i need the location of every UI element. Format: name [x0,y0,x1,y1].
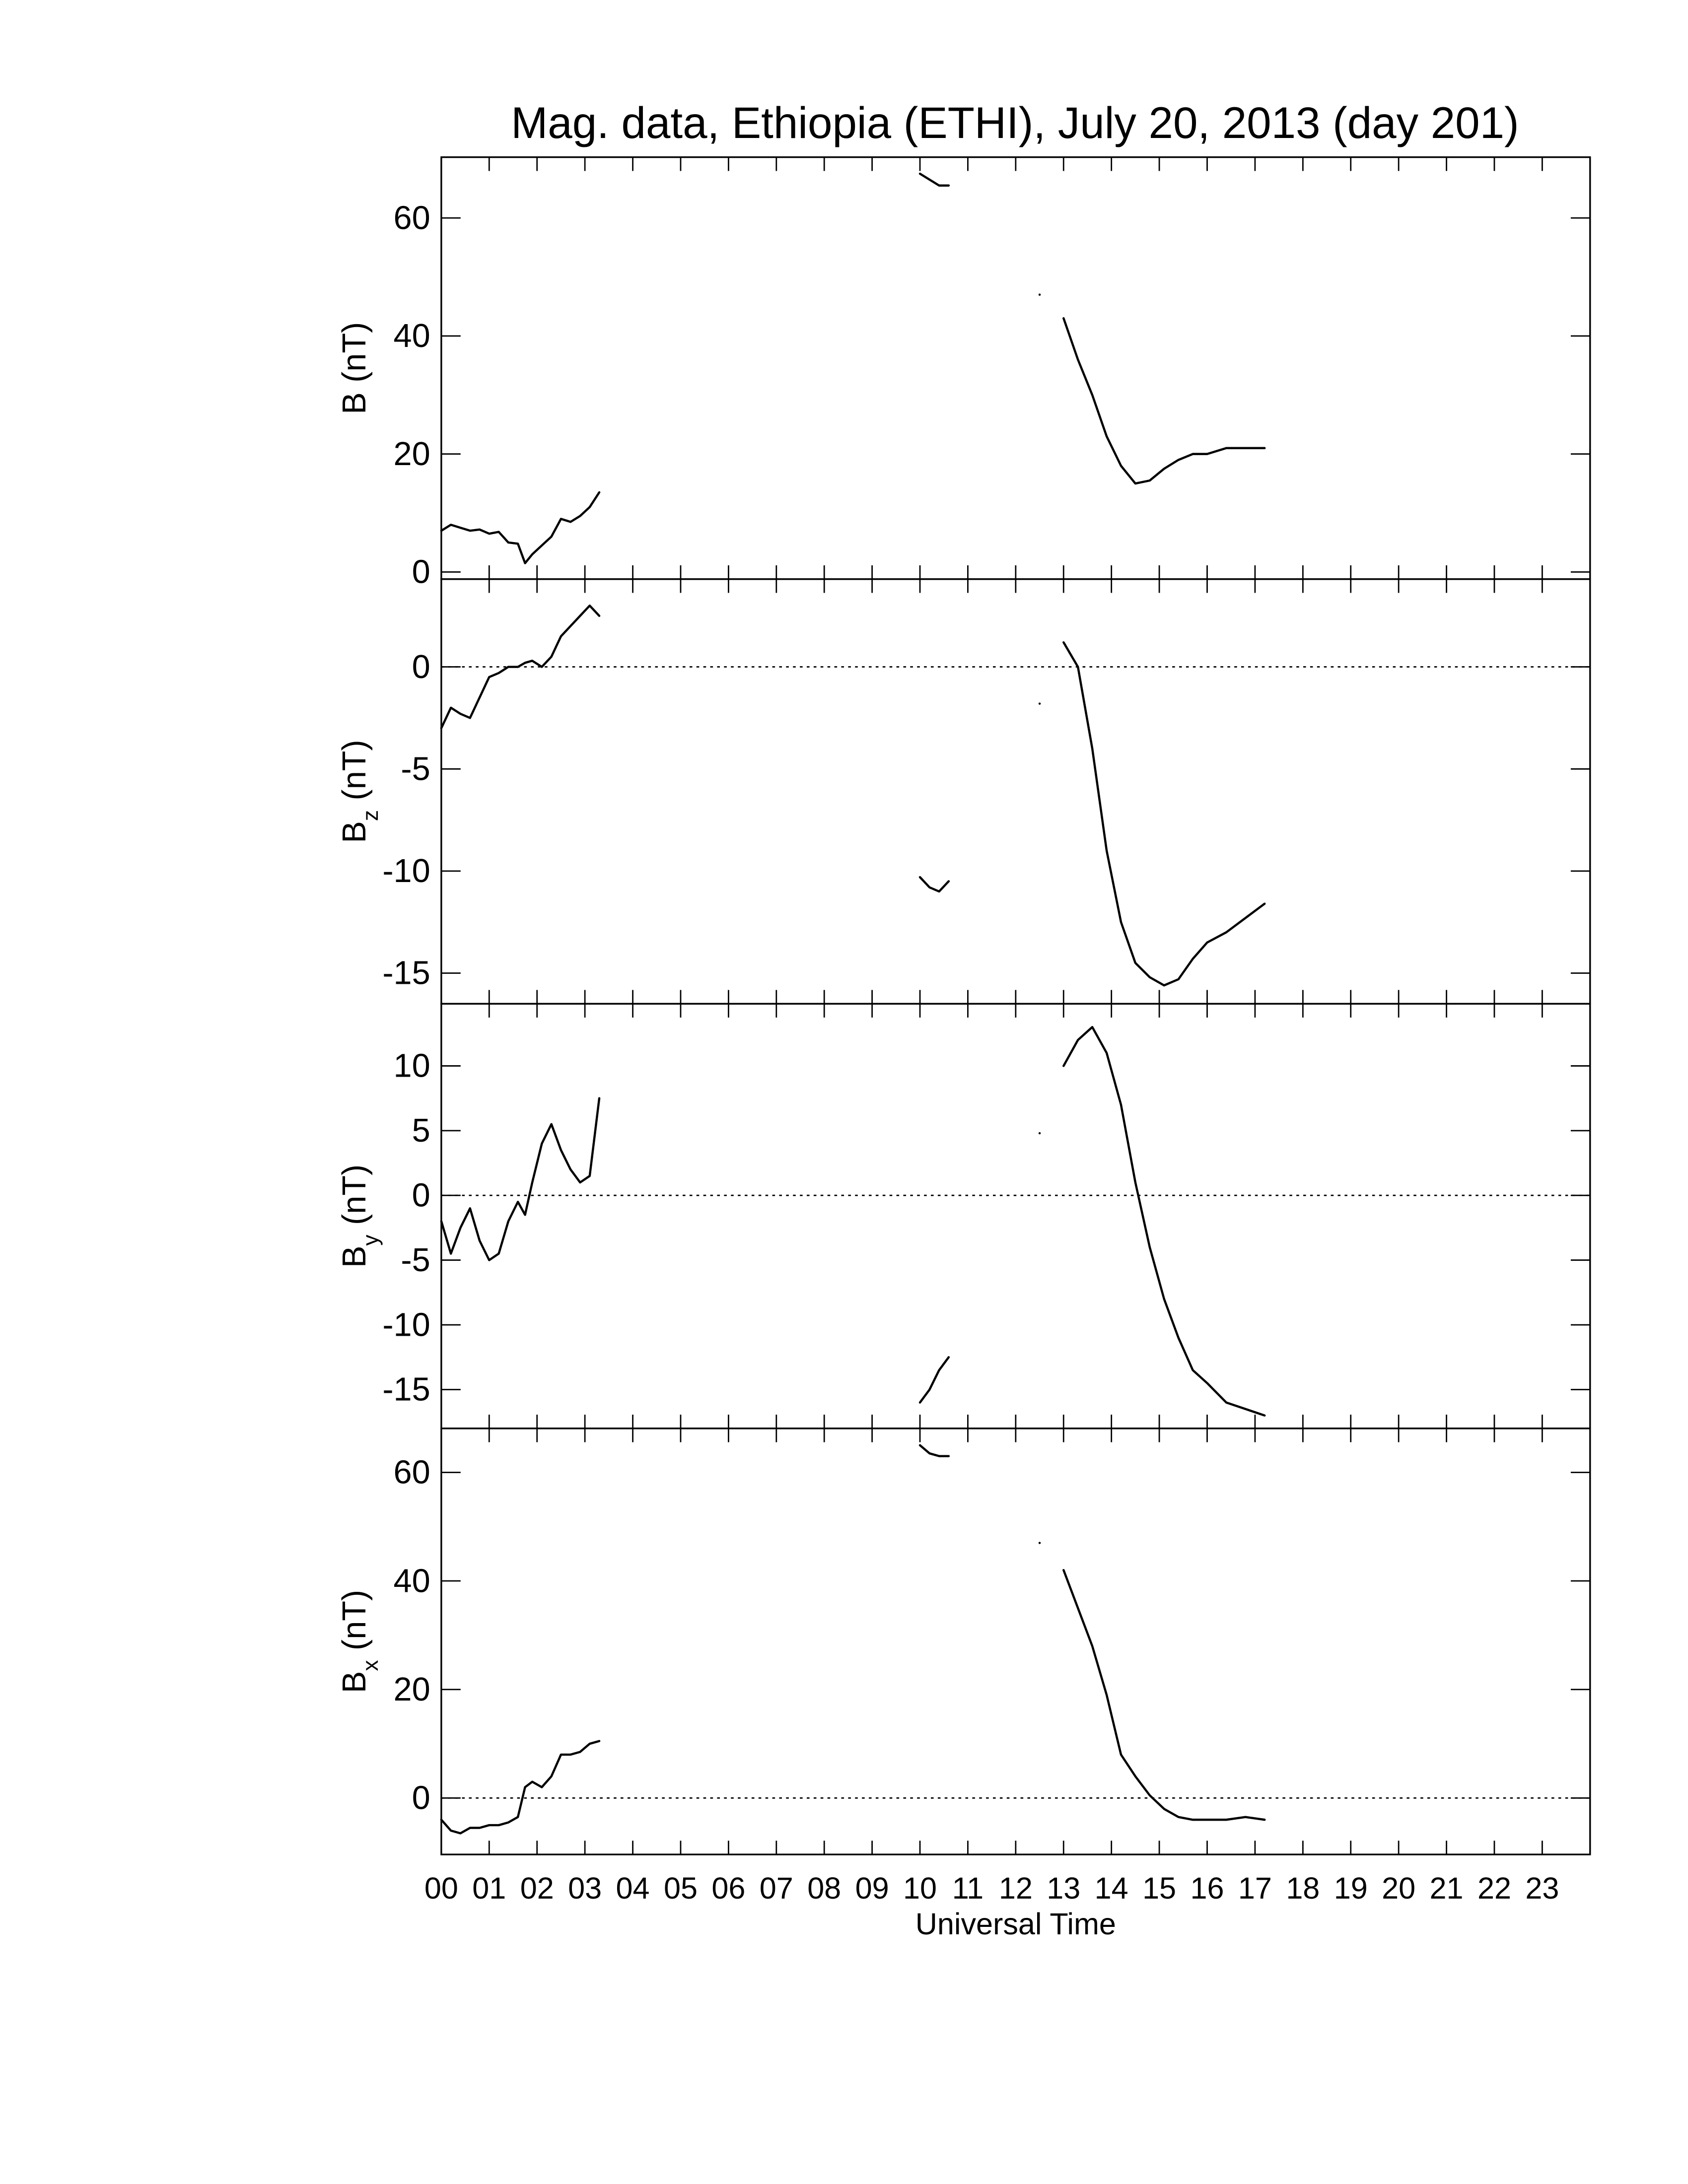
y-label-sub: y [358,1234,383,1246]
y-tick-label: 5 [412,1112,430,1149]
x-tick-label: 20 [1382,1871,1415,1905]
y-tick-label: -15 [382,1371,430,1408]
x-tick-label: 15 [1142,1871,1176,1905]
x-tick-label: 07 [760,1871,793,1905]
y-tick-label: 40 [394,1563,430,1599]
y-axis-label: B (nT) [336,322,373,414]
y-tick-label: 60 [394,200,430,236]
x-tick-label: 11 [952,1871,984,1905]
y-label-unit: (nT) [336,740,373,800]
y-label-unit: (nT) [336,322,373,383]
y-tick-label: -10 [382,853,430,889]
x-tick-label: 03 [568,1871,602,1905]
x-tick-label: 19 [1334,1871,1368,1905]
y-tick-label: 0 [412,1780,430,1817]
y-axis-label: Bz (nT) [336,740,383,843]
y-tick-label: -10 [382,1306,430,1343]
y-axis-label: By (nT) [336,1164,383,1268]
y-label-unit: (nT) [336,1590,373,1650]
y-tick-label: 40 [394,318,430,354]
x-tick-label: 13 [1047,1871,1080,1905]
y-tick-label: 0 [412,554,430,591]
y-tick-label: 0 [412,1177,430,1214]
x-tick-label: 05 [664,1871,698,1905]
x-axis-label: Universal Time [915,1907,1116,1941]
x-tick-label: 12 [999,1871,1033,1905]
x-tick-label: 21 [1430,1871,1464,1905]
y-label-base: B [336,821,373,843]
y-tick-label: 0 [412,649,430,685]
y-label-sub: x [358,1660,383,1671]
y-axis-label: Bx (nT) [336,1590,383,1693]
x-tick-label: 18 [1286,1871,1320,1905]
x-tick-label: 16 [1190,1871,1224,1905]
data-line [440,1444,1266,1835]
chart-title: Mag. data, Ethiopia (ETHI), July 20, 201… [511,98,1519,147]
x-tick-label: 02 [520,1871,554,1905]
y-tick-label: 10 [394,1048,430,1085]
x-tick-label: 23 [1525,1871,1559,1905]
x-tick-label: 22 [1477,1871,1511,1905]
data-line [440,172,1266,564]
x-tick-label: 08 [807,1871,841,1905]
x-tick-label: 17 [1238,1871,1272,1905]
y-label-sub: z [358,810,383,821]
y-label-base: B [336,1671,373,1693]
x-tick-label: 00 [424,1871,458,1905]
y-tick-label: -5 [401,1242,430,1279]
x-tick-label: 10 [903,1871,937,1905]
y-label-unit: (nT) [336,1164,373,1225]
y-tick-label: 60 [394,1454,430,1491]
x-tick-label: 14 [1095,1871,1128,1905]
y-label-base: B [336,1246,373,1268]
x-tick-label: 06 [711,1871,745,1905]
y-tick-label: 20 [394,436,430,473]
data-line [440,604,1266,987]
y-tick-label: -5 [401,751,430,787]
y-tick-label: -15 [382,955,430,992]
x-tick-label: 01 [472,1871,506,1905]
data-line [440,1025,1266,1417]
x-tick-label: 04 [616,1871,650,1905]
y-label-base: B [336,392,373,414]
x-tick-label: 09 [855,1871,889,1905]
y-tick-label: 20 [394,1671,430,1708]
